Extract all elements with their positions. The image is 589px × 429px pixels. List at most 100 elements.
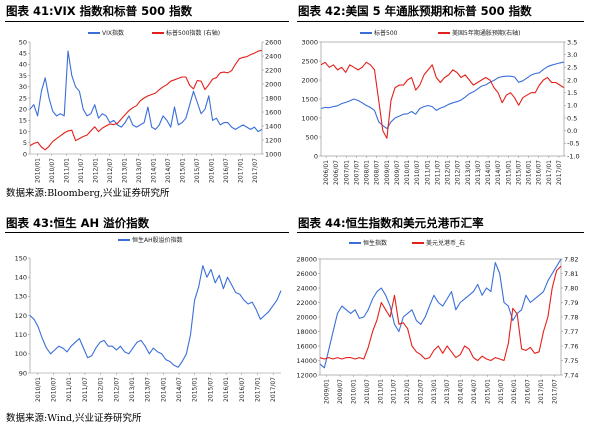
series-line [29,49,263,151]
y-tick-label: 500 [306,133,318,141]
y2-tick-label: 7.77 [564,328,578,336]
y-tick-label: 18000 [296,328,317,336]
y-tick-label: 5 [23,139,27,147]
y2-tick-label: 7.75 [564,357,578,365]
x-tick-label: 2015/07 [498,379,505,404]
x-tick-label: 2015/07 [515,160,522,185]
x-tick-label: 2014/07 [495,160,502,185]
y2-tick-label: 1600 [265,108,282,116]
y-tick-label: 14000 [296,357,317,365]
x-tick-label: 2010/07 [414,160,421,185]
y-tick-label: 10 [19,128,27,136]
y-tick-label: 25 [19,94,27,102]
x-tick-label: 2011/01 [377,379,384,404]
y2-tick-label: 2000 [265,80,282,88]
x-tick-label: 2017/07 [551,379,558,404]
x-tick-label: 2007/01 [343,160,350,185]
y-tick-label: 35 [19,72,27,80]
chart-p1: 0 5 10 15 20 25 30 35 40 45 50 1000 1200 1400 1600 1800… [19,29,282,183]
y2-tick-label: 3.5 [567,38,577,46]
y-tick-label: 2000 [301,76,318,84]
chart-title-44: 图表 44:恒生指数和美元兑港币汇率 [298,216,484,230]
y-tick-label: 150 [15,254,27,262]
x-tick-label: 2017/01 [546,160,553,185]
plot-frame [320,41,565,157]
x-tick-label: 2014/01 [150,158,157,183]
x-tick-label: 2006/01 [323,160,330,185]
x-tick-label: 2011/01 [63,158,70,183]
x-tick-label: 2010/01 [350,379,357,404]
chart-p4: 12000 14000 16000 18000 20000 22000 24000 26000… [296,239,578,404]
x-tick-label: 2014/07 [165,158,172,183]
y2-tick-label: 7.76 [564,342,578,350]
y2-tick-label: 2.0 [567,76,577,84]
x-tick-label: 2011/01 [66,377,73,402]
legend-label: 标普500指数 (右轴) [166,29,220,37]
x-tick-label: 2017/07 [252,158,259,183]
y-tick-label: 100 [15,350,27,358]
x-tick-label: 2016/01 [511,379,518,404]
y2-tick-label: 7.78 [564,313,578,321]
x-tick-label: 2009/07 [337,379,344,404]
y2-tick-label: -1.0 [567,152,580,160]
x-tick-label: 2017/07 [556,160,563,185]
x-tick-label: 2012/01 [92,158,99,183]
y2-tick-label: 2600 [265,38,282,46]
x-tick-label: 2016/07 [536,160,543,185]
y-tick-label: 40 [19,61,27,69]
x-tick-label: 2012/07 [455,160,462,185]
y2-tick-label: 0.0 [567,127,577,135]
title-rule-43 [5,232,289,233]
x-tick-label: 2009/01 [384,160,391,185]
series-line [29,265,282,368]
x-tick-label: 2011/07 [78,158,85,183]
x-tick-label: 2012/01 [445,160,452,185]
x-tick-label: 2015/01 [505,160,512,185]
y2-tick-label: 1200 [265,136,282,144]
y2-tick-label: -0.5 [567,140,580,148]
x-tick-label: 2012/07 [417,379,424,404]
chart-p2: 0 500 1000 1500 2000 2500 3000 -1.0 -0.5 0.0 0.5 1.… [301,29,579,185]
x-tick-label: 2009/07 [394,160,401,185]
x-tick-label: 2013/07 [475,160,482,185]
x-tick-label: 2011/07 [434,160,441,185]
y-tick-label: 110 [15,331,27,339]
y-tick-label: 1500 [301,95,318,103]
y-tick-label: 1000 [301,114,318,122]
y2-tick-label: 1800 [265,94,282,102]
x-tick-label: 2017/01 [254,377,261,402]
y-tick-label: 120 [15,312,27,320]
x-tick-label: 2010/01 [404,160,411,185]
y2-tick-label: 3.0 [567,51,577,59]
y2-tick-label: 7.82 [564,255,578,263]
series-line [29,50,263,133]
x-tick-label: 2016/07 [525,379,532,404]
legend-label: 恒生指数 [363,239,387,247]
y-tick-label: 90 [19,369,27,377]
y-tick-label: 0 [23,150,27,158]
y-tick-label: 22000 [296,299,317,307]
chart-title-42: 图表 42:美国 5 年通胀预期和标普 500 指数 [298,4,532,18]
legend-label: 恒生AH股溢价指数 [132,236,183,244]
y-tick-label: 2500 [301,57,318,65]
chart-title-43: 图表 43:恒生 AH 溢价指数 [6,216,150,230]
x-tick-label: 2014/01 [458,379,465,404]
chart-p3: 90 100 110 120 130 140 150 2010/01 2010/07 2011/0… [15,236,282,402]
y2-tick-label: 1.5 [567,89,577,97]
legend-label: 美元兑港币_右 [426,239,465,247]
y-tick-label: 20000 [296,313,317,321]
x-tick-label: 2011/07 [391,379,398,404]
legend-label: VIX指数 [102,29,124,37]
x-tick-label: 2015/07 [207,377,214,402]
chart-title-41: 图表 41:VIX 指数和标普 500 指数 [6,4,193,18]
x-tick-label: 2017/01 [237,158,244,183]
x-tick-label: 2011/01 [424,160,431,185]
title-rule-42 [297,21,584,22]
y-tick-label: 20 [19,106,27,114]
y2-tick-label: 1000 [265,150,282,158]
y2-tick-label: 2400 [265,52,282,60]
x-tick-label: 2014/01 [485,160,492,185]
y-tick-label: 26000 [296,270,317,278]
